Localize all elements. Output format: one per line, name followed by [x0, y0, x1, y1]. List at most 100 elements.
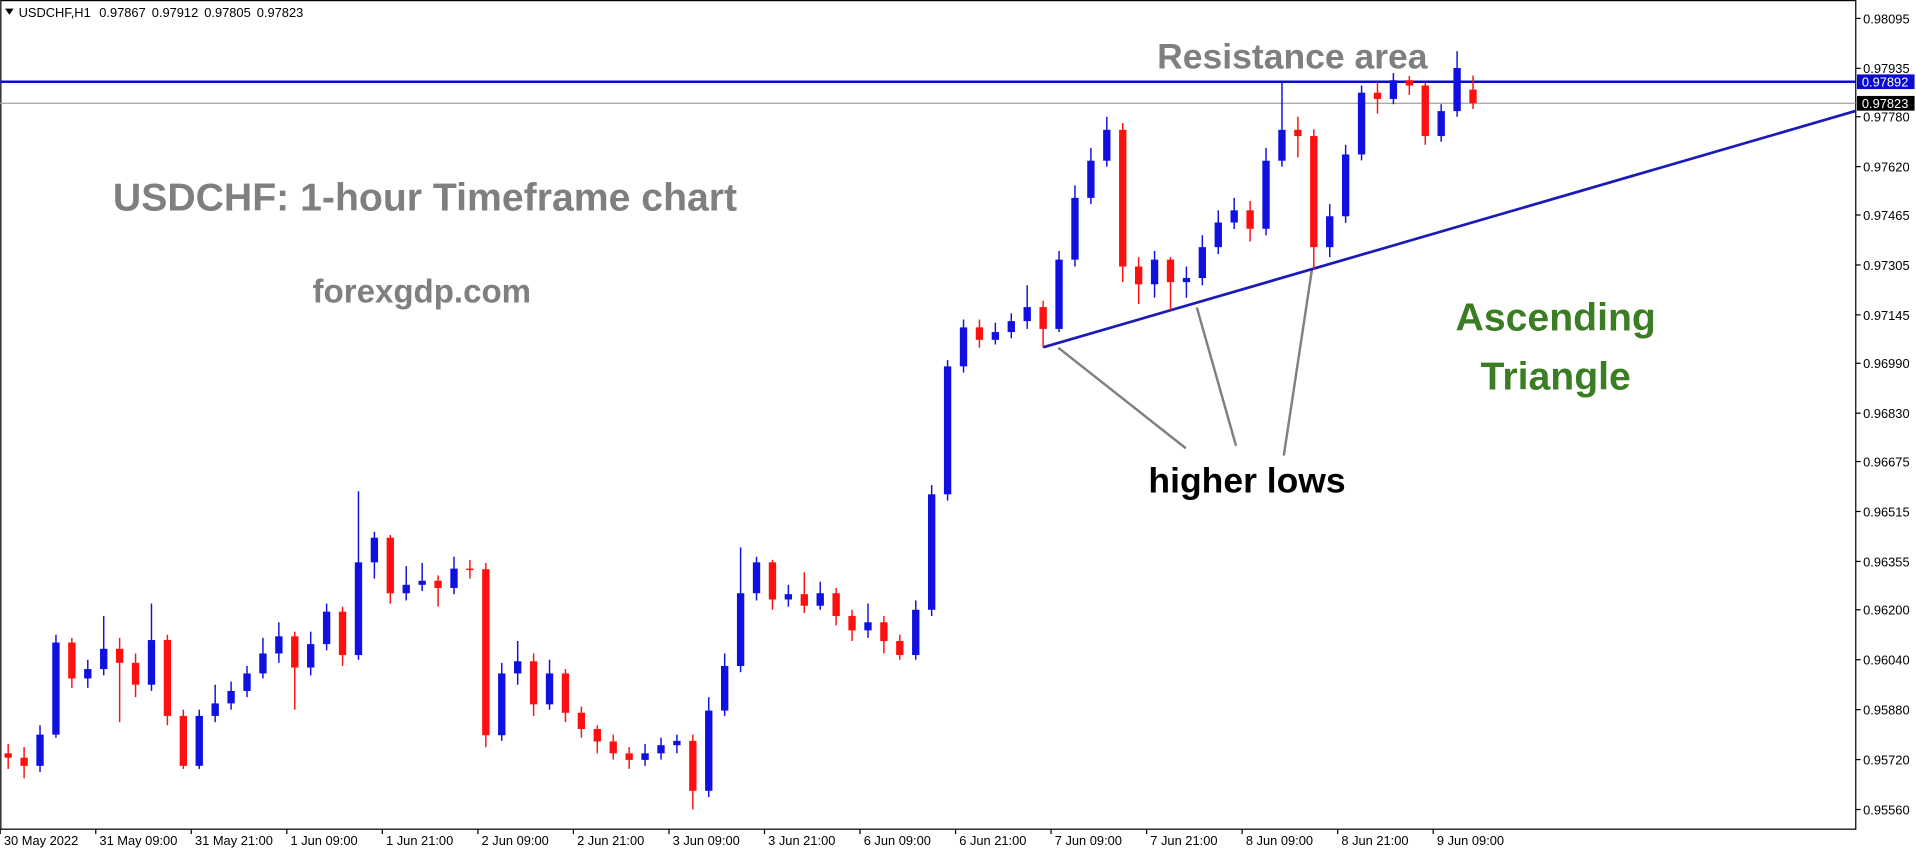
y-tick-label: 0.96830 — [1863, 406, 1909, 421]
candle-body — [689, 740, 697, 791]
candle-body — [450, 568, 458, 588]
candle-body — [1214, 222, 1222, 248]
annotation: USDCHF: 1-hour Timeframe chart — [113, 177, 737, 220]
candle-body — [736, 593, 745, 666]
candle-body — [641, 753, 649, 760]
candle-body — [1405, 80, 1414, 86]
y-tick-label: 0.96990 — [1863, 356, 1909, 371]
candle-body — [529, 661, 538, 705]
candle-body — [1198, 247, 1207, 279]
y-tick-label: 0.96200 — [1863, 603, 1909, 618]
candle-body — [1357, 92, 1366, 155]
candle-body — [864, 622, 872, 631]
candle-body — [1246, 210, 1254, 229]
candle-body — [816, 593, 824, 606]
candle-body — [307, 644, 315, 668]
header-low: 0.97805 — [204, 5, 250, 20]
candle-body — [1071, 197, 1079, 260]
y-tick-label: 0.97305 — [1863, 258, 1909, 273]
candle-body — [52, 642, 60, 735]
candle-body — [4, 753, 12, 758]
candle-body — [100, 648, 108, 670]
x-tick-label: 8 Jun 21:00 — [1341, 833, 1408, 848]
candle-body — [784, 594, 793, 600]
candle-body — [211, 703, 219, 716]
candle-body — [1119, 129, 1127, 267]
candle-body — [179, 715, 187, 766]
header-close: 0.97823 — [257, 5, 303, 20]
annotation: higher lows — [1148, 460, 1345, 500]
candle-body — [1023, 307, 1031, 322]
price-tag-label: 0.97823 — [1862, 96, 1908, 111]
candle-body — [68, 642, 76, 679]
y-tick-label: 0.96675 — [1863, 454, 1909, 469]
symbol: USDCHF,H1 — [19, 5, 91, 20]
candle-body — [959, 327, 968, 367]
candle-body — [657, 745, 665, 754]
annotation: Ascending — [1456, 297, 1656, 340]
plot-frame — [0, 0, 1857, 830]
y-tick-label: 0.97780 — [1863, 110, 1909, 125]
candle-body — [1055, 259, 1063, 329]
x-tick-label: 3 Jun 09:00 — [673, 833, 740, 848]
candle-body — [927, 494, 936, 610]
pointer-line — [1057, 346, 1187, 450]
candle-body — [386, 537, 394, 594]
price-tag — [1856, 74, 1915, 90]
y-tick-label: 0.97145 — [1863, 308, 1909, 323]
candle-body — [402, 584, 410, 594]
candle-body — [1039, 307, 1047, 329]
header-high: 0.97912 — [152, 5, 198, 20]
candle-body — [1453, 68, 1461, 112]
candle-body — [991, 332, 1000, 340]
candle-body — [1230, 210, 1238, 223]
candle-body — [943, 366, 952, 495]
candle-body — [752, 562, 761, 594]
candle-body — [975, 327, 984, 340]
candle-body — [259, 653, 267, 674]
candle-body — [36, 734, 44, 766]
candle-body — [1389, 80, 1398, 99]
candle-body — [1469, 89, 1477, 104]
x-tick-label: 6 Jun 09:00 — [864, 833, 931, 848]
candle-body — [370, 537, 379, 563]
candle-body — [1103, 129, 1111, 161]
pointers — [1057, 269, 1314, 456]
candle-body — [131, 662, 140, 685]
x-tick-label: 3 Jun 21:00 — [768, 833, 835, 848]
price-tag-label: 0.97892 — [1862, 75, 1908, 90]
candle-body — [705, 710, 713, 791]
candle-body — [880, 622, 888, 641]
x-tick-label: 7 Jun 09:00 — [1055, 833, 1122, 848]
y-tick-label: 0.96515 — [1863, 504, 1909, 519]
candle-body — [800, 594, 808, 606]
candle-body — [1007, 321, 1015, 333]
pointer-line — [1195, 307, 1238, 447]
candle-body — [84, 669, 92, 679]
candle-body — [593, 729, 601, 742]
candle-body — [625, 753, 633, 760]
candle-body — [721, 665, 729, 711]
candle-body — [561, 673, 570, 713]
candle-body — [545, 673, 554, 705]
x-tick-label: 6 Jun 21:00 — [959, 833, 1026, 848]
y-tick-label: 0.96040 — [1863, 653, 1909, 668]
x-tick-label: 30 May 2022 — [4, 833, 78, 848]
annotations: Resistance area USDCHF: 1-hour Timeframe… — [113, 37, 1656, 501]
annotation: forexgdp.com — [313, 274, 531, 311]
y-tick-label: 0.95560 — [1863, 802, 1909, 817]
x-tick-label: 2 Jun 09:00 — [482, 833, 549, 848]
annotation: Triangle — [1481, 355, 1631, 398]
y-tick-label: 0.97465 — [1863, 208, 1909, 223]
y-tick-label: 0.98095 — [1863, 11, 1909, 26]
candle-body — [20, 757, 28, 766]
candle-body — [243, 673, 251, 691]
candle-body — [498, 673, 506, 736]
candle-body — [896, 640, 904, 656]
candle-body — [514, 661, 522, 674]
candle-body — [466, 568, 474, 571]
candle-body — [577, 712, 586, 730]
candle-body — [434, 580, 442, 588]
x-tick-label: 1 Jun 09:00 — [290, 833, 357, 848]
